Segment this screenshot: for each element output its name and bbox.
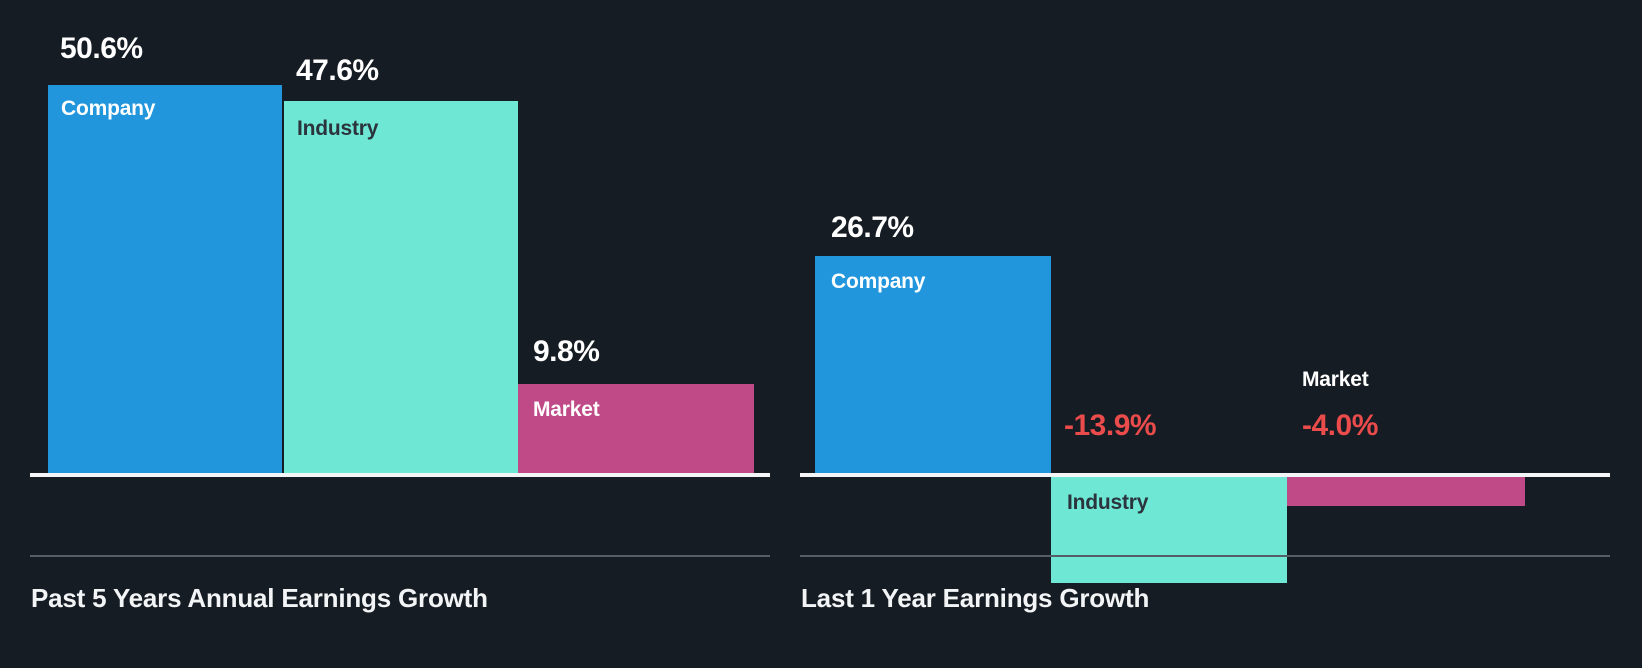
market-value-label: -4.0% [1302,409,1378,442]
bar-label-industry: Industry [1067,491,1149,514]
footer-divider [30,555,770,557]
bar-label-company: Company [61,97,156,120]
zero-axis-line [800,473,1610,477]
bar-market[interactable]: Market [518,384,754,473]
bar-company[interactable]: Company [815,256,1051,473]
industry-value-label: 47.6% [296,54,379,87]
bar-label-company: Company [831,270,926,293]
company-value-label: 26.7% [831,211,914,244]
bar-market[interactable] [1287,477,1525,506]
bar-label-industry: Industry [297,117,379,140]
industry-value-label: -13.9% [1064,409,1157,442]
company-value-label: 50.6% [60,32,143,65]
chart-title-past-5-years: Past 5 Years Annual Earnings Growth [31,583,488,613]
bar-industry[interactable]: Industry [284,101,518,473]
chart-panel-last-1-year: 26.7% -13.9% -4.0% Market Company Indust… [790,0,1642,668]
bar-industry[interactable]: Industry [1051,477,1287,583]
market-value-label: 9.8% [533,335,600,368]
bar-company[interactable]: Company [48,85,282,473]
bar-label-market: Market [533,398,600,421]
footer-divider [800,555,1610,557]
chart-panel-past-5-years: 50.6% 47.6% 9.8% Company Industry Market… [0,0,790,668]
chart-title-last-1-year: Last 1 Year Earnings Growth [801,583,1150,613]
bar-label-market: Market [1302,368,1369,391]
zero-axis-line [30,473,770,477]
